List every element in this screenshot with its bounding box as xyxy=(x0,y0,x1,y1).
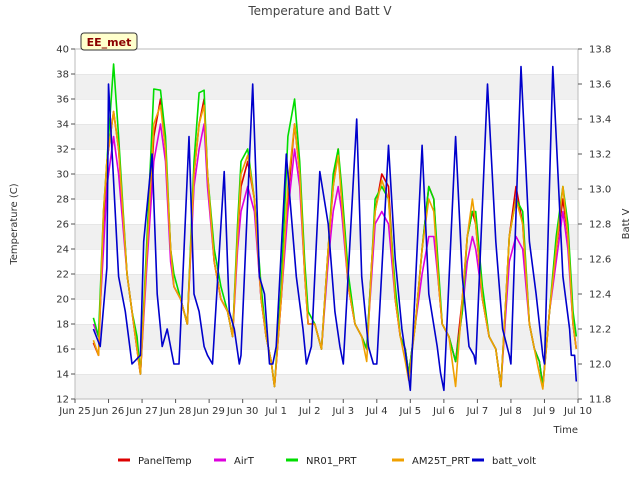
x-tick-label: Jul 1 xyxy=(264,406,287,417)
y-right-tick-label: 13.4 xyxy=(589,115,611,126)
legend-label: AirT xyxy=(234,456,255,467)
x-axis: Jun 25 Jun 26 Jun 27 Jun 28 Jun 29 Jun 30 Jul … xyxy=(58,399,592,417)
grid-band xyxy=(75,349,578,374)
x-tick-label: Jun 27 xyxy=(125,406,158,417)
y-right-tick-label: 13.8 xyxy=(589,45,611,56)
legend: PanelTemp AirT NR01_PRT AM25T_PRT batt_volt xyxy=(118,456,536,467)
y-tick-label: 40 xyxy=(56,45,69,56)
legend-label: NR01_PRT xyxy=(306,456,357,467)
x-tick-label: Jul 8 xyxy=(499,406,522,417)
y-axis-right-title: Batt V xyxy=(621,208,632,239)
x-tick-label: Jun 28 xyxy=(159,406,192,417)
x-tick-label: Jul 3 xyxy=(331,406,354,417)
y-right-tick-label: 12.6 xyxy=(589,255,611,266)
station-badge-label: EE_met xyxy=(87,36,132,49)
x-tick-label: Jun 30 xyxy=(226,406,259,417)
x-tick-label: Jul 2 xyxy=(298,406,321,417)
grid-band xyxy=(75,49,578,74)
x-axis-title: Time xyxy=(553,425,578,436)
y-tick-label: 26 xyxy=(56,220,69,231)
x-tick-label: Jun 25 xyxy=(58,406,91,417)
x-tick-label: Jun 29 xyxy=(192,406,225,417)
left-axis: 12 14 16 18 20 22 24 26 28 30 32 34 36 38 40 xyxy=(56,45,75,406)
y-axis-title: Temperature (C) xyxy=(9,183,20,265)
grid-band xyxy=(75,149,578,174)
legend-label: batt_volt xyxy=(492,456,536,467)
x-tick-label: Jun 26 xyxy=(92,406,125,417)
x-tick-label: Jul 7 xyxy=(466,406,489,417)
legend-label: AM25T_PRT xyxy=(412,456,471,467)
y-tick-label: 34 xyxy=(56,120,69,131)
grid-band xyxy=(75,374,578,399)
y-tick-label: 22 xyxy=(56,270,69,281)
chart-title: Temperature and Batt V xyxy=(247,4,392,18)
series-line-batt-volt xyxy=(92,65,578,392)
y-tick-label: 30 xyxy=(56,170,69,181)
grid-band xyxy=(75,74,578,99)
series-line-am25t-prt xyxy=(92,104,578,390)
y-tick-label: 36 xyxy=(56,95,69,106)
y-tick-label: 12 xyxy=(56,395,69,406)
grid-band xyxy=(75,174,578,199)
series-layer xyxy=(92,63,578,392)
y-tick-label: 18 xyxy=(56,320,69,331)
y-tick-label: 16 xyxy=(56,345,69,356)
x-tick-label: Jul 4 xyxy=(365,406,388,417)
y-right-tick-label: 12.0 xyxy=(589,360,611,371)
x-tick-label: Jul 10 xyxy=(563,406,592,417)
y-tick-label: 38 xyxy=(56,70,69,81)
y-right-tick-label: 13.2 xyxy=(589,150,611,161)
y-right-tick-label: 13.6 xyxy=(589,80,611,91)
x-tick-label: Jul 5 xyxy=(399,406,422,417)
grid-band xyxy=(75,224,578,249)
y-tick-label: 14 xyxy=(56,370,69,381)
station-badge: EE_met xyxy=(80,32,138,51)
right-axis: 11.8 12.0 12.2 12.4 12.6 12.8 13.0 13.2 13.4 13.6… xyxy=(578,45,611,406)
y-right-tick-label: 12.8 xyxy=(589,220,611,231)
y-right-tick-label: 12.2 xyxy=(589,325,611,336)
y-tick-label: 20 xyxy=(56,295,69,306)
grid-band xyxy=(75,99,578,124)
y-right-tick-label: 12.4 xyxy=(589,290,611,301)
x-tick-label: Jul 9 xyxy=(533,406,556,417)
y-tick-label: 28 xyxy=(56,195,69,206)
y-right-tick-label: 13.0 xyxy=(589,185,611,196)
legend-label: PanelTemp xyxy=(138,456,192,467)
y-right-tick-label: 11.8 xyxy=(589,395,611,406)
y-tick-label: 24 xyxy=(56,245,69,256)
x-tick-label: Jul 6 xyxy=(432,406,455,417)
y-tick-label: 32 xyxy=(56,145,69,156)
